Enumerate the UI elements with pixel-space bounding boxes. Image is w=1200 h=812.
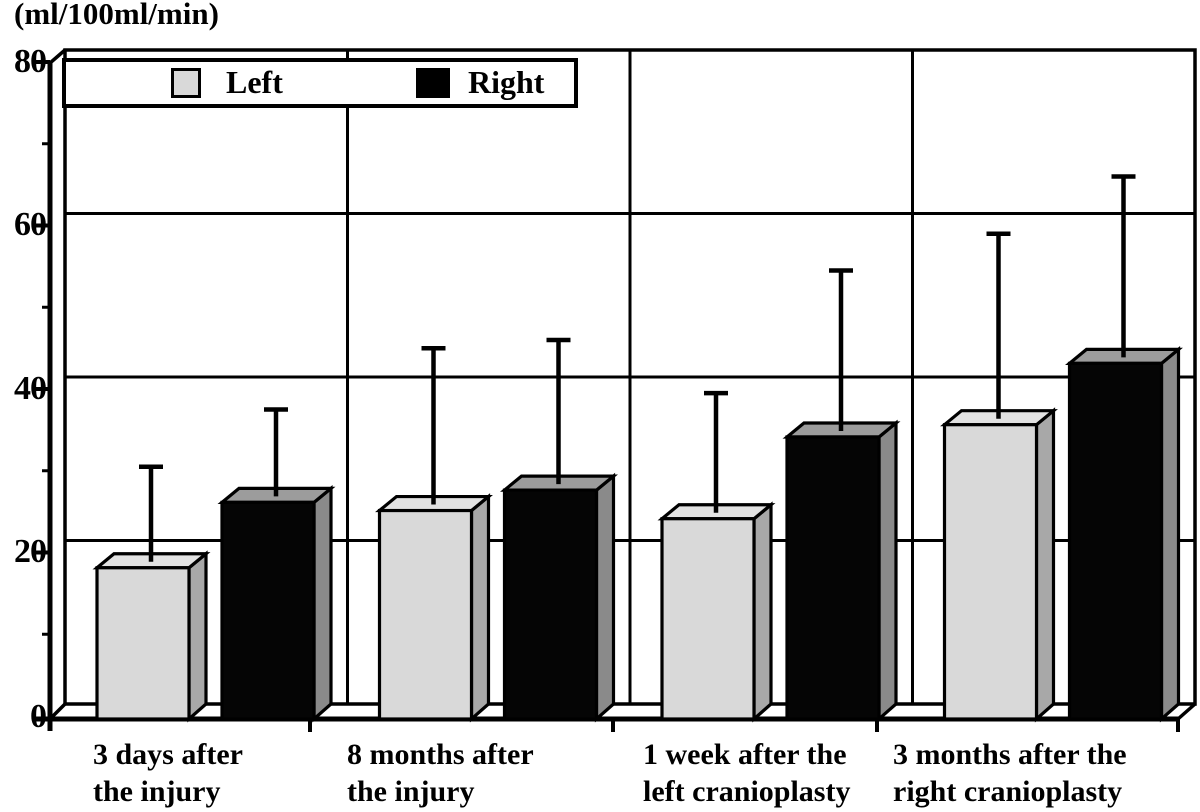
bar-right-group3-side-face — [877, 419, 898, 723]
bar-right-group4-front-face — [1067, 361, 1164, 721]
frame-diagonal-bottom-right — [1176, 702, 1197, 721]
frame-diagonal-top-left — [48, 48, 67, 65]
bar-left-group1-front-face — [95, 566, 191, 721]
category-label-line: 1 week after the — [643, 738, 847, 771]
legend: Left Right — [62, 58, 578, 108]
bar-right-group2-side-face — [594, 472, 616, 723]
bar-left-group2-side-face — [469, 493, 491, 723]
bar-right-group3-front-face — [785, 435, 881, 721]
y-axis-unit-label: (ml/100ml/min) — [14, 0, 219, 31]
legend-swatch-left — [171, 68, 201, 98]
bar-right-group2-front-face — [502, 488, 599, 721]
category-label-line: right cranioplasty — [893, 775, 1123, 808]
legend-swatch-right — [416, 68, 450, 98]
y-tick-label-60: 60 — [14, 206, 47, 243]
bar-right-group1-front-face — [220, 500, 316, 721]
bar-right-group1-side-face — [312, 484, 333, 723]
category-label-line: the injury — [347, 775, 475, 808]
category-label-8-months: 8 months after the injury — [347, 736, 534, 810]
bar-left-group2-front-face — [377, 508, 474, 721]
bar-left-group4-side-face — [1034, 407, 1056, 723]
y-tick-label-0: 0 — [30, 698, 47, 735]
category-label-1-week: 1 week after the left cranioplasty — [643, 736, 850, 810]
bar-left-group1-side-face — [187, 550, 208, 723]
category-label-3-days: 3 days after the injury — [93, 736, 243, 810]
category-label-line: 8 months after — [347, 738, 534, 771]
y-tick-label-20: 20 — [14, 533, 47, 570]
legend-label-left: Left — [226, 64, 283, 100]
legend-label-right: Right — [468, 64, 545, 100]
category-label-line: 3 months after the — [893, 738, 1127, 771]
bar-left-group3-front-face — [660, 517, 756, 721]
category-label-line: 3 days after — [93, 738, 243, 771]
bar-left-group3-side-face — [752, 501, 773, 723]
y-tick-label-40: 40 — [14, 370, 47, 407]
category-label-3-months: 3 months after the right cranioplasty — [893, 736, 1127, 810]
category-label-line: the injury — [93, 775, 221, 808]
bar-right-group4-side-face — [1159, 345, 1181, 723]
category-label-line: left cranioplasty — [643, 775, 851, 808]
bar-left-group4-front-face — [942, 423, 1039, 721]
y-tick-label-80: 80 — [14, 43, 47, 80]
